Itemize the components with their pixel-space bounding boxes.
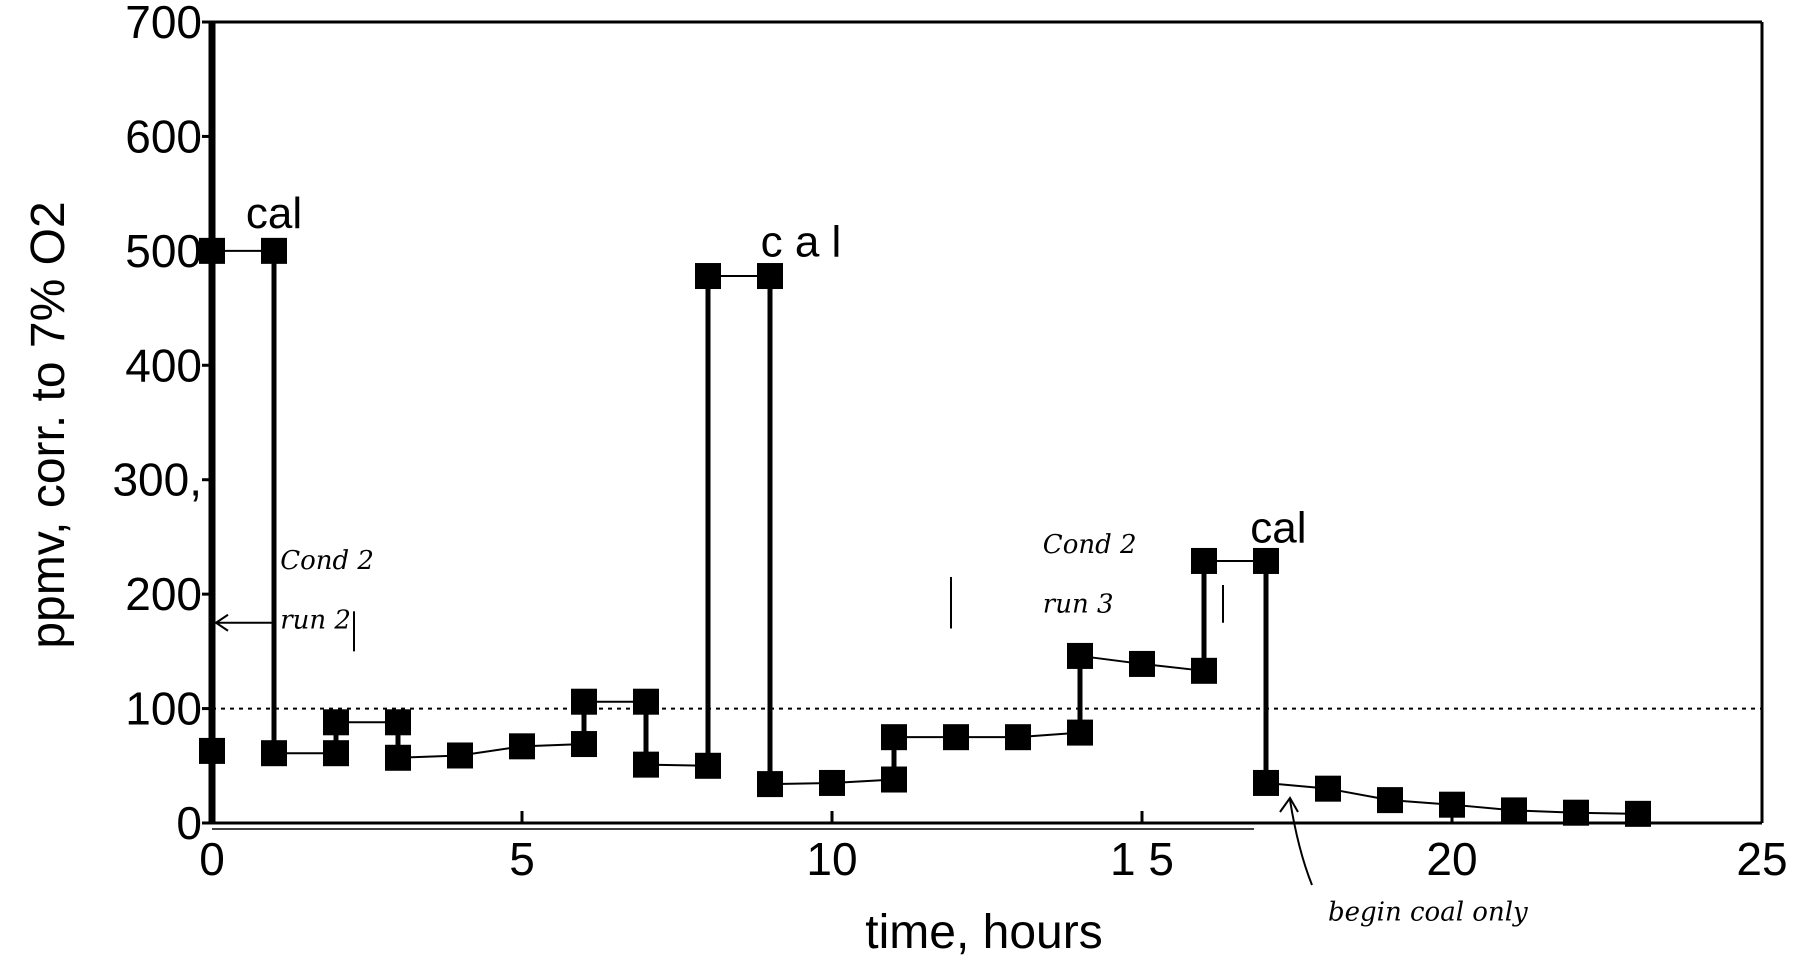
x-tick-label: 5 (509, 833, 535, 885)
data-point (261, 237, 287, 264)
data-markers (199, 237, 1651, 827)
y-tick-label: 0 (176, 797, 202, 849)
data-point (757, 771, 783, 798)
cal-annotation: c a l (761, 218, 842, 267)
annotations: cal c a l cal Cond 2 run 2 Cond 2 run 3 begin c… (246, 189, 1528, 927)
data-point (385, 709, 411, 736)
data-point (571, 731, 597, 758)
data-point (819, 769, 845, 796)
y-tick-labels: 0 100 200 300, 400 500 600 700 (112, 0, 202, 849)
x-tick-labels: 0 5 10 1 5 20 25 (199, 833, 1787, 885)
handwritten-note: Cond 2 (280, 546, 374, 576)
y-tick-label: 600 (125, 110, 202, 162)
data-point (943, 724, 969, 751)
y-axis-label: ppmv, corr. to 7% O2 (22, 201, 75, 648)
y-tick-label: 700 (125, 0, 202, 48)
handwritten-note: Cond 2 (1043, 530, 1137, 560)
handwritten-note: run 2 (280, 605, 351, 635)
data-point (1315, 775, 1341, 802)
data-point (509, 733, 535, 760)
data-point (1191, 547, 1217, 574)
data-point (571, 688, 597, 715)
cal-annotation: cal (246, 189, 302, 238)
data-point (323, 740, 349, 767)
data-point (881, 766, 907, 793)
x-tick-label: 25 (1736, 833, 1787, 885)
data-point (881, 724, 907, 751)
handwritten-note: run 3 (1043, 589, 1114, 619)
x-tick-label: 20 (1426, 833, 1477, 885)
data-point (1067, 642, 1093, 669)
x-tick-label: 10 (806, 833, 857, 885)
data-point (199, 737, 225, 764)
x-tick-label: 1 5 (1110, 833, 1174, 885)
data-point (695, 263, 721, 290)
x-tick-label: 0 (199, 833, 225, 885)
data-point (1253, 769, 1279, 796)
data-point (1439, 791, 1465, 818)
handwritten-note: begin coal only (1328, 897, 1528, 927)
data-point (447, 742, 473, 769)
arrow-icon (1279, 796, 1313, 886)
data-point (1501, 797, 1527, 824)
data-point (385, 744, 411, 771)
data-point (695, 752, 721, 779)
series-lines (209, 249, 1639, 815)
x-axis-label: time, hours (865, 906, 1102, 959)
y-tick-label: 300, (112, 454, 202, 506)
y-tick-label: 200 (125, 568, 202, 620)
cal-annotation: cal (1250, 504, 1306, 553)
data-point (1129, 650, 1155, 677)
data-point (1625, 800, 1651, 827)
data-point (633, 751, 659, 778)
data-point (1377, 787, 1403, 814)
data-point (1005, 724, 1031, 751)
data-point (323, 709, 349, 736)
data-point (1191, 657, 1217, 684)
arrow-icon (214, 613, 274, 632)
y-tick-label: 500 (125, 225, 202, 277)
data-point (261, 740, 287, 767)
data-point (199, 237, 225, 264)
hand-marks (214, 576, 1313, 886)
data-point (1563, 799, 1589, 826)
data-point (1067, 719, 1093, 746)
y-tick-label: 100 (125, 683, 202, 735)
data-point (1253, 547, 1279, 574)
data-point (757, 263, 783, 290)
y-tick-label: 400 (125, 339, 202, 391)
axis-ticks (202, 20, 1764, 825)
data-point (633, 688, 659, 715)
